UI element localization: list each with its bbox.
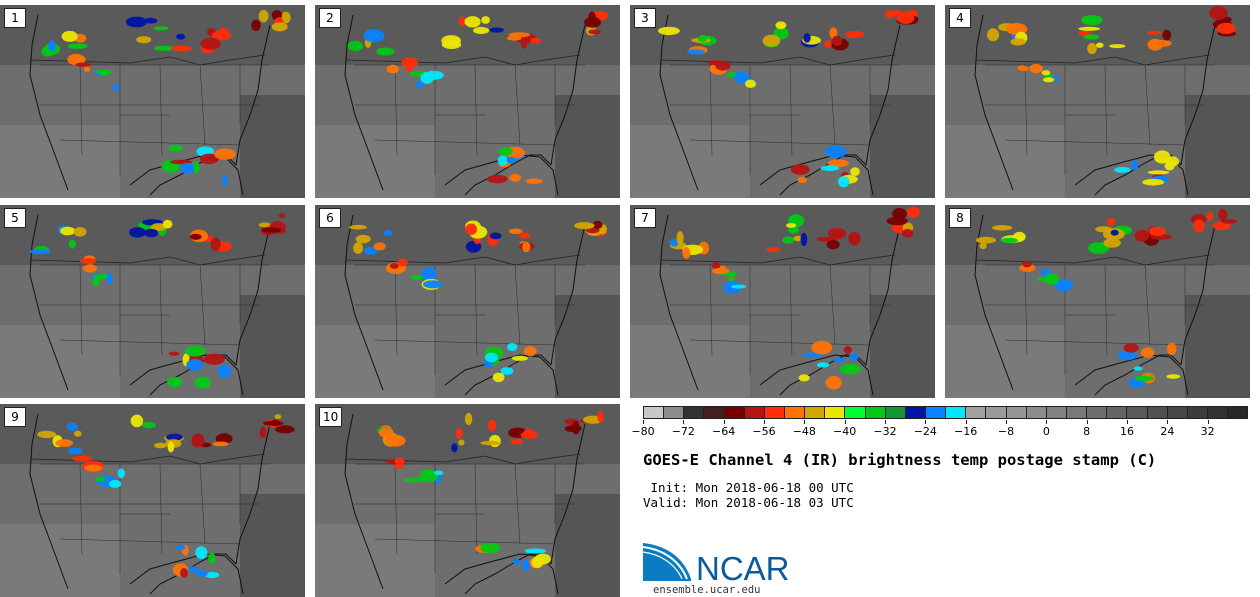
- member-number: 2: [319, 8, 341, 28]
- colorbar-tick-label: −56: [752, 425, 776, 438]
- member-number: 3: [634, 8, 656, 28]
- colorbar-tick-label: −72: [671, 425, 695, 438]
- colorbar-tick: [643, 420, 644, 424]
- colorbar-tick: [804, 420, 806, 424]
- colorbar-segment: [764, 407, 785, 418]
- colorbar-segment: [805, 407, 826, 418]
- colorbar-segment: [825, 407, 846, 418]
- colorbar-segment: [1207, 407, 1229, 418]
- colorbar-segment: [925, 407, 947, 418]
- colorbar-tick-label: 32: [1200, 425, 1215, 438]
- colorbar-segment: [664, 407, 685, 418]
- ir-map: [630, 205, 935, 398]
- colorbar-segment: [1107, 407, 1128, 418]
- colorbar-segment: [1127, 407, 1148, 418]
- colorbar-segment: [1147, 407, 1168, 418]
- ir-map: [945, 205, 1250, 398]
- colorbar-segment: [1228, 407, 1248, 418]
- colorbar-segment: [966, 407, 987, 418]
- colorbar-segment: [644, 407, 665, 418]
- colorbar-tick-label: 0: [1042, 425, 1050, 438]
- colorbar-tick: [885, 420, 886, 424]
- colorbar-tick-label: −8: [997, 425, 1015, 438]
- colorbar-segment: [905, 407, 926, 418]
- colorbar-tick: [1006, 420, 1007, 424]
- colorbar-segment: [1167, 407, 1188, 418]
- ir-map: [630, 5, 935, 198]
- init-time: Init: Mon 2018-06-18 00 UTC: [643, 480, 854, 495]
- colorbar-tick: [723, 420, 725, 424]
- ir-map: [0, 404, 305, 597]
- member-number: 6: [319, 208, 341, 228]
- colorbar-segment: [946, 407, 967, 418]
- colorbar-segment: [1006, 407, 1027, 418]
- colorbar-ticks: −80 −72 −64 −56 −48 −40 −32 −24 −16 −8 0 8 16 24 32: [631, 420, 1248, 442]
- colorbar-tick-label: −80: [631, 425, 655, 438]
- ir-map: [0, 205, 305, 398]
- colorbar-segment: [845, 407, 866, 418]
- colorbar-segment: [1066, 407, 1088, 418]
- colorbar-segment: [704, 407, 725, 418]
- colorbar-tick: [1207, 420, 1209, 424]
- member-number: 10: [319, 407, 343, 427]
- colorbar-tick: [1127, 420, 1128, 424]
- colorbar-segment: [1026, 407, 1047, 418]
- figure-title: GOES-E Channel 4 (IR) brightness temp po…: [643, 451, 1157, 469]
- colorbar-segment: [744, 407, 765, 418]
- ensemble-member-panel: 6: [315, 205, 620, 398]
- ensemble-member-panel: 1: [0, 5, 305, 198]
- ensemble-member-panel: 2: [315, 5, 620, 198]
- colorbar-tick-label: −24: [913, 425, 937, 438]
- ncar-logo-text: NCAR: [696, 550, 790, 586]
- colorbar-tick-label: 24: [1160, 425, 1175, 438]
- colorbar-segment: [1087, 407, 1108, 418]
- member-number: 1: [4, 8, 26, 28]
- ir-map: [315, 205, 620, 398]
- member-number: 5: [4, 208, 26, 228]
- colorbar-tick: [1167, 420, 1169, 424]
- colorbar-tick-label: −32: [873, 425, 897, 438]
- colorbar: [643, 406, 1248, 419]
- member-number: 4: [949, 8, 971, 28]
- ensemble-member-panel: 9: [0, 404, 305, 597]
- ensemble-member-panel: 7: [630, 205, 935, 398]
- ensemble-member-panel: 5: [0, 205, 305, 398]
- colorbar-segment: [1187, 407, 1208, 418]
- colorbar-tick: [925, 420, 927, 424]
- colorbar-tick-label: −64: [712, 425, 736, 438]
- colorbar-segment: [865, 407, 886, 418]
- colorbar-tick: [1046, 420, 1048, 424]
- valid-time: Valid: Mon 2018-06-18 03 UTC: [643, 495, 854, 510]
- ir-map: [0, 5, 305, 198]
- colorbar-segment: [885, 407, 906, 418]
- colorbar-segment: [986, 407, 1007, 418]
- ensemble-member-panel: 3: [630, 5, 935, 198]
- colorbar-tick: [965, 420, 967, 424]
- member-number: 8: [949, 208, 971, 228]
- colorbar-segment: [1046, 407, 1067, 418]
- ensemble-member-panel: 10: [315, 404, 620, 597]
- colorbar-segment: [784, 407, 806, 418]
- colorbar-tick-label: −48: [792, 425, 816, 438]
- colorbar-tick: [1086, 420, 1088, 424]
- website-url: ensemble.ucar.edu: [653, 584, 761, 596]
- ncar-logo: NCAR: [643, 543, 790, 586]
- ensemble-member-panel: 4: [945, 5, 1250, 198]
- ir-map: [315, 5, 620, 198]
- colorbar-tick: [764, 420, 765, 424]
- colorbar-tick: [683, 420, 685, 424]
- member-number: 7: [634, 208, 656, 228]
- ensemble-member-panel: 8: [945, 205, 1250, 398]
- colorbar-segment: [724, 407, 745, 418]
- colorbar-tick: [844, 420, 846, 424]
- member-number: 9: [4, 407, 26, 427]
- colorbar-tick-label: −16: [954, 425, 978, 438]
- colorbar-tick-label: 8: [1083, 425, 1091, 438]
- colorbar-tick-label: 16: [1120, 425, 1134, 438]
- ir-map: [945, 5, 1250, 198]
- colorbar-tick-label: −40: [833, 425, 857, 438]
- colorbar-segment: [684, 407, 705, 418]
- ir-map: [315, 404, 620, 597]
